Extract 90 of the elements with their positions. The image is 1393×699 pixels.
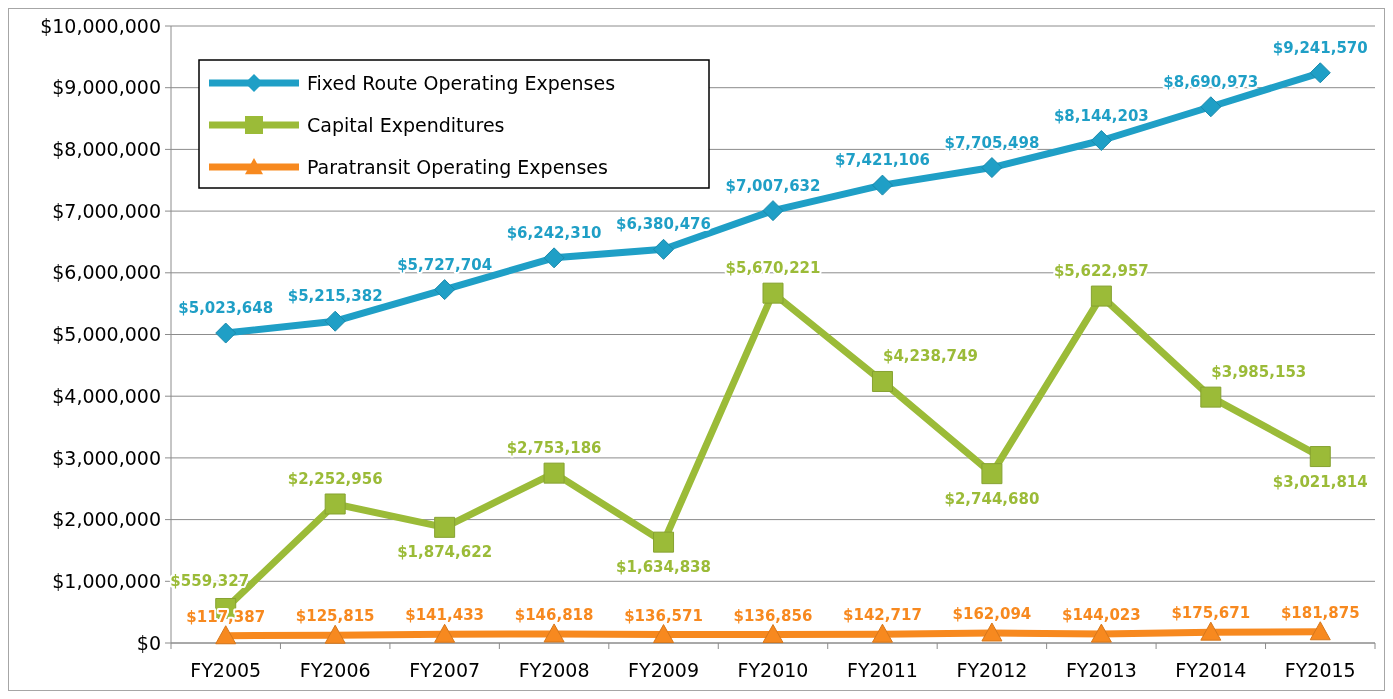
legend-label: Capital Expenditures bbox=[307, 113, 505, 136]
x-tick-label: FY2012 bbox=[956, 659, 1028, 681]
point bbox=[324, 310, 346, 332]
data-label: $6,242,310 bbox=[506, 223, 602, 242]
point bbox=[653, 624, 675, 644]
point bbox=[762, 624, 784, 644]
data-label: $8,144,203 bbox=[1053, 106, 1149, 125]
data-label: $141,433 bbox=[405, 606, 485, 625]
data-label: $1,634,838 bbox=[616, 558, 711, 577]
y-tick-label: $0 bbox=[136, 631, 161, 654]
data-label: $6,380,476 bbox=[616, 215, 711, 234]
y-tick-label: $8,000,000 bbox=[52, 138, 161, 161]
y-tick-label: $6,000,000 bbox=[52, 261, 161, 284]
data-label: $4,238,749 bbox=[883, 347, 978, 366]
data-label: $5,727,704 bbox=[397, 255, 493, 274]
data-label: $1,874,622 bbox=[397, 543, 493, 562]
y-tick-label: $1,000,000 bbox=[52, 569, 161, 592]
point bbox=[1200, 386, 1222, 408]
data-label: $5,670,221 bbox=[725, 259, 821, 278]
point bbox=[981, 157, 1003, 179]
data-label: $5,023,648 bbox=[178, 299, 274, 318]
point bbox=[434, 516, 456, 538]
data-label: $175,671 bbox=[1171, 604, 1251, 623]
point bbox=[543, 623, 565, 643]
point bbox=[871, 623, 893, 643]
y-tick-label: $3,000,000 bbox=[52, 446, 161, 469]
point bbox=[1309, 62, 1331, 84]
legend-label: Paratransit Operating Expenses bbox=[307, 155, 608, 178]
point bbox=[871, 174, 893, 196]
x-tick-label: FY2007 bbox=[409, 659, 481, 681]
data-label: $5,622,957 bbox=[1053, 262, 1149, 281]
x-tick-label: FY2009 bbox=[628, 659, 699, 681]
data-label: $8,690,973 bbox=[1163, 72, 1259, 91]
data-label: $136,856 bbox=[733, 606, 813, 625]
x-tick-label: FY2013 bbox=[1065, 659, 1137, 681]
point bbox=[434, 279, 456, 301]
x-tick-label: FY2005 bbox=[190, 659, 262, 681]
point bbox=[543, 462, 565, 484]
data-label: $162,094 bbox=[952, 605, 1032, 623]
data-label: $7,007,632 bbox=[725, 176, 821, 195]
data-label: $7,421,106 bbox=[835, 151, 930, 170]
point bbox=[762, 282, 784, 304]
point bbox=[1090, 285, 1112, 307]
data-label: $3,021,814 bbox=[1272, 472, 1368, 491]
x-tick-label: FY2008 bbox=[518, 659, 590, 681]
data-label: $2,744,680 bbox=[944, 489, 1040, 508]
data-label: $144,023 bbox=[1061, 606, 1141, 625]
data-label: $3,985,153 bbox=[1211, 363, 1307, 382]
data-label: $559,327 bbox=[170, 572, 250, 591]
y-tick-label: $5,000,000 bbox=[52, 323, 161, 346]
point bbox=[215, 625, 237, 645]
data-label: $181,875 bbox=[1280, 603, 1360, 622]
point bbox=[653, 531, 675, 553]
x-tick-label: FY2014 bbox=[1175, 659, 1247, 681]
point bbox=[1200, 621, 1222, 641]
data-label: $2,252,956 bbox=[287, 469, 383, 488]
data-label: $117,387 bbox=[186, 607, 266, 626]
point bbox=[324, 493, 346, 515]
data-label: $2,753,186 bbox=[506, 439, 602, 458]
point bbox=[1309, 621, 1331, 641]
point bbox=[215, 322, 237, 344]
data-label: $5,215,382 bbox=[287, 287, 383, 306]
data-label: $136,571 bbox=[624, 606, 703, 625]
x-tick-label: FY2006 bbox=[299, 659, 371, 681]
data-label: $146,818 bbox=[514, 605, 594, 624]
x-tick-label: FY2011 bbox=[847, 659, 918, 681]
x-tick-label: FY2015 bbox=[1284, 659, 1356, 681]
point bbox=[981, 463, 1003, 485]
point bbox=[871, 370, 893, 392]
point bbox=[653, 238, 675, 260]
point bbox=[1309, 446, 1331, 468]
x-tick-label: FY2010 bbox=[737, 659, 809, 681]
y-tick-label: $4,000,000 bbox=[52, 384, 161, 407]
data-label: $125,815 bbox=[295, 607, 375, 626]
y-tick-label: $10,000,000 bbox=[40, 14, 161, 37]
point bbox=[981, 622, 1003, 642]
y-tick-label: $9,000,000 bbox=[52, 76, 161, 99]
point bbox=[762, 200, 784, 222]
y-tick-label: $7,000,000 bbox=[52, 199, 161, 222]
data-label: $142,717 bbox=[843, 606, 922, 625]
point bbox=[1090, 130, 1112, 151]
point bbox=[1200, 96, 1222, 118]
point bbox=[434, 623, 456, 643]
data-label: $9,241,570 bbox=[1272, 38, 1368, 57]
y-tick-label: $2,000,000 bbox=[52, 508, 161, 531]
point bbox=[543, 247, 565, 269]
point bbox=[324, 624, 346, 644]
legend-label: Fixed Route Operating Expenses bbox=[307, 71, 616, 94]
data-label: $7,705,498 bbox=[944, 133, 1040, 152]
point bbox=[1090, 623, 1112, 643]
